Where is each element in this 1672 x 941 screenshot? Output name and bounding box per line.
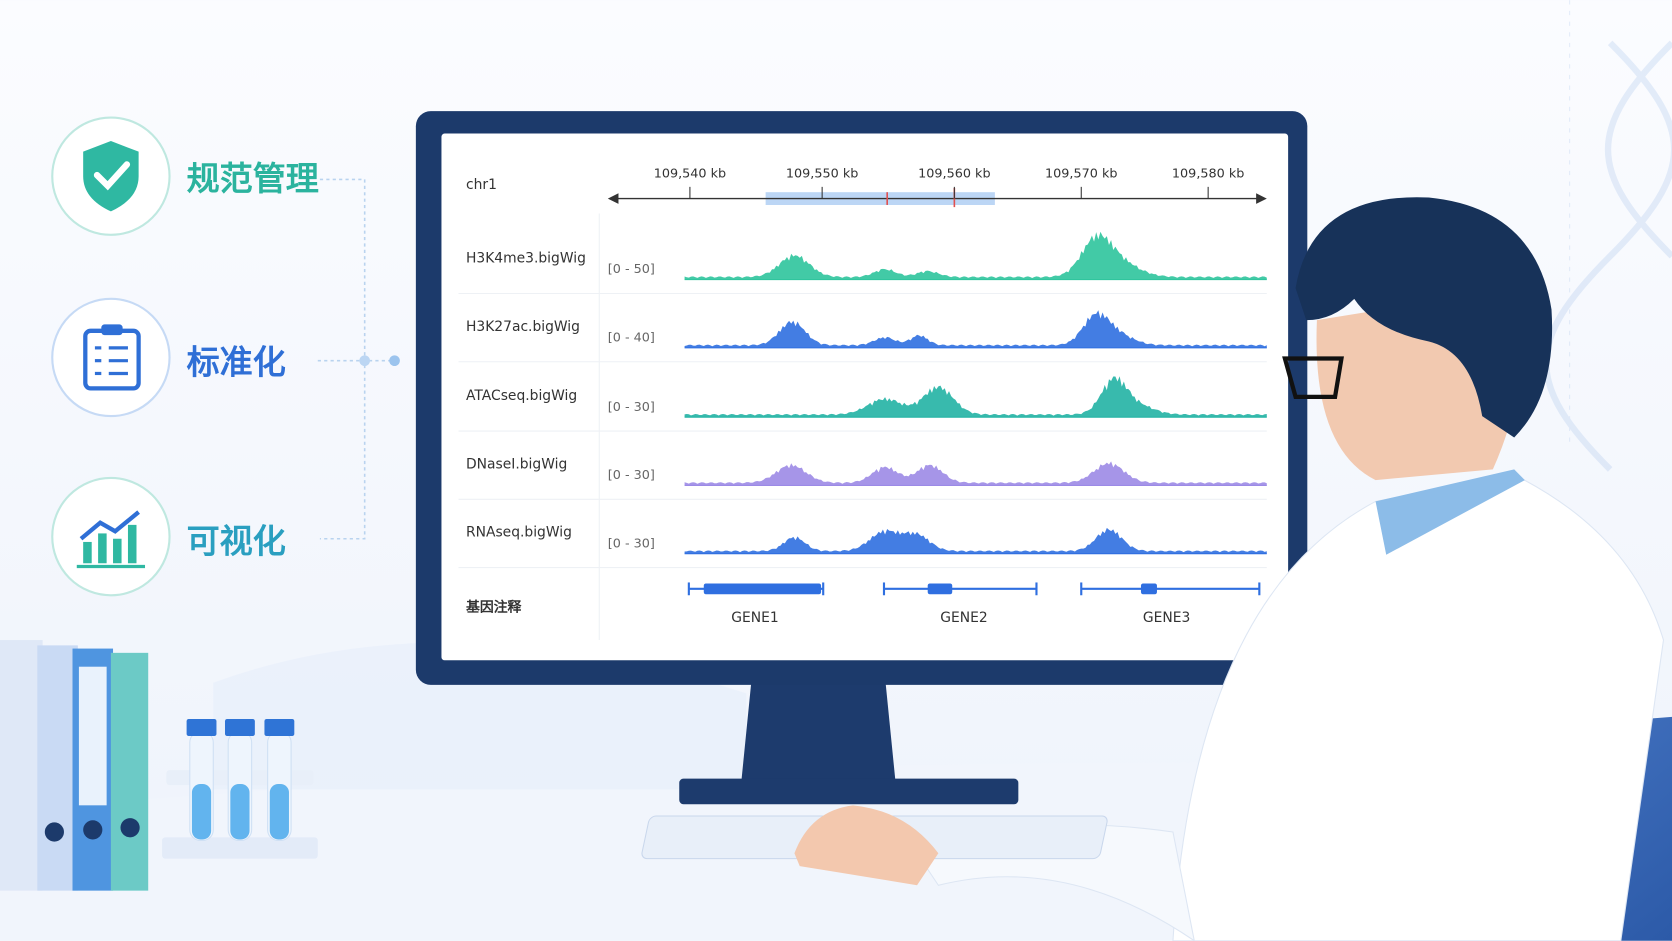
track-range: [0 - 50]	[608, 262, 655, 277]
shield-icon	[83, 141, 139, 212]
chart-icon	[83, 524, 137, 564]
track-range: [0 - 30]	[608, 468, 655, 483]
binder-hole	[120, 818, 140, 838]
genome-browser: chr1 109,540 kb 109,550 kb 109,560 kb 109,5…	[458, 166, 1267, 641]
signal-area	[684, 527, 1267, 554]
glasses	[1282, 356, 1344, 400]
chromosome-label: chr1	[466, 177, 497, 193]
dna-strand	[1543, 40, 1672, 472]
binder	[110, 652, 149, 891]
track-name: ATACseq.bigWig	[466, 388, 577, 404]
test-tubes	[162, 718, 318, 859]
binder-label	[78, 666, 107, 806]
gene-exon	[703, 583, 822, 595]
gene-label: GENE2	[940, 610, 987, 626]
clipboard-clip	[101, 324, 123, 336]
ruler-tick-label: 109,580 kb	[1172, 166, 1244, 181]
clipboard-lines	[94, 346, 128, 376]
person	[641, 197, 1672, 941]
ruler-tick-label: 109,550 kb	[786, 166, 858, 181]
binders	[0, 640, 149, 891]
gene-exon	[1140, 583, 1157, 595]
icon-bar	[113, 538, 122, 564]
monitor-base	[679, 778, 1019, 805]
ruler-tick-label: 109,570 kb	[1045, 166, 1117, 181]
signal-area	[684, 231, 1267, 280]
tube-cap	[186, 718, 217, 737]
dna-strand	[1605, 40, 1672, 259]
gene-label: GENE3	[1143, 610, 1190, 626]
binder	[0, 640, 43, 891]
binder-hole	[83, 820, 103, 840]
ruler-tick-label: 109,560 kb	[918, 166, 990, 181]
icon-bar	[83, 541, 92, 564]
binder	[37, 645, 78, 891]
collar	[1375, 469, 1525, 555]
connector-dot	[359, 355, 371, 366]
feature-label: 可视化	[187, 522, 286, 561]
track-name: H3K4me3.bigWig	[466, 251, 586, 267]
track-name: RNAseq.bigWig	[466, 525, 572, 541]
signal-area	[684, 310, 1267, 348]
lab-coat	[1172, 474, 1665, 941]
signal-area	[684, 376, 1267, 418]
feature-label: 标准化	[187, 342, 286, 381]
tube-liquid	[191, 784, 212, 840]
hand	[794, 805, 939, 886]
track-name: H3K27ac.bigWig	[466, 319, 580, 335]
track-range: [0 - 40]	[608, 330, 655, 345]
gene-exon	[927, 583, 953, 595]
icon-bar	[127, 524, 137, 564]
tube-liquid	[269, 784, 289, 840]
trend-line	[79, 510, 140, 541]
tube-cap	[224, 718, 255, 737]
annotation-label: 基因注释	[465, 598, 522, 615]
dna-decoration	[1543, 0, 1672, 472]
feature-label: 规范管理	[187, 159, 319, 198]
icon-bar	[98, 533, 107, 564]
track-range: [0 - 30]	[608, 536, 655, 551]
signal-area	[684, 461, 1267, 486]
ruler-tick-label: 109,540 kb	[654, 166, 726, 181]
icon-circle	[51, 297, 171, 418]
monitor-neck	[741, 677, 896, 784]
hair	[1295, 197, 1553, 438]
connector-dot	[389, 355, 400, 366]
tube-liquid	[230, 784, 250, 840]
tube-cap	[264, 718, 295, 737]
track-name: DNaseI.bigWig	[466, 456, 567, 472]
binder-hole	[44, 822, 64, 842]
track-range: [0 - 30]	[608, 400, 655, 415]
tube-base	[162, 837, 318, 859]
icon-circle	[51, 476, 171, 597]
check-icon	[93, 161, 131, 191]
gene-label: GENE1	[731, 610, 778, 626]
feature-icons	[51, 116, 171, 597]
